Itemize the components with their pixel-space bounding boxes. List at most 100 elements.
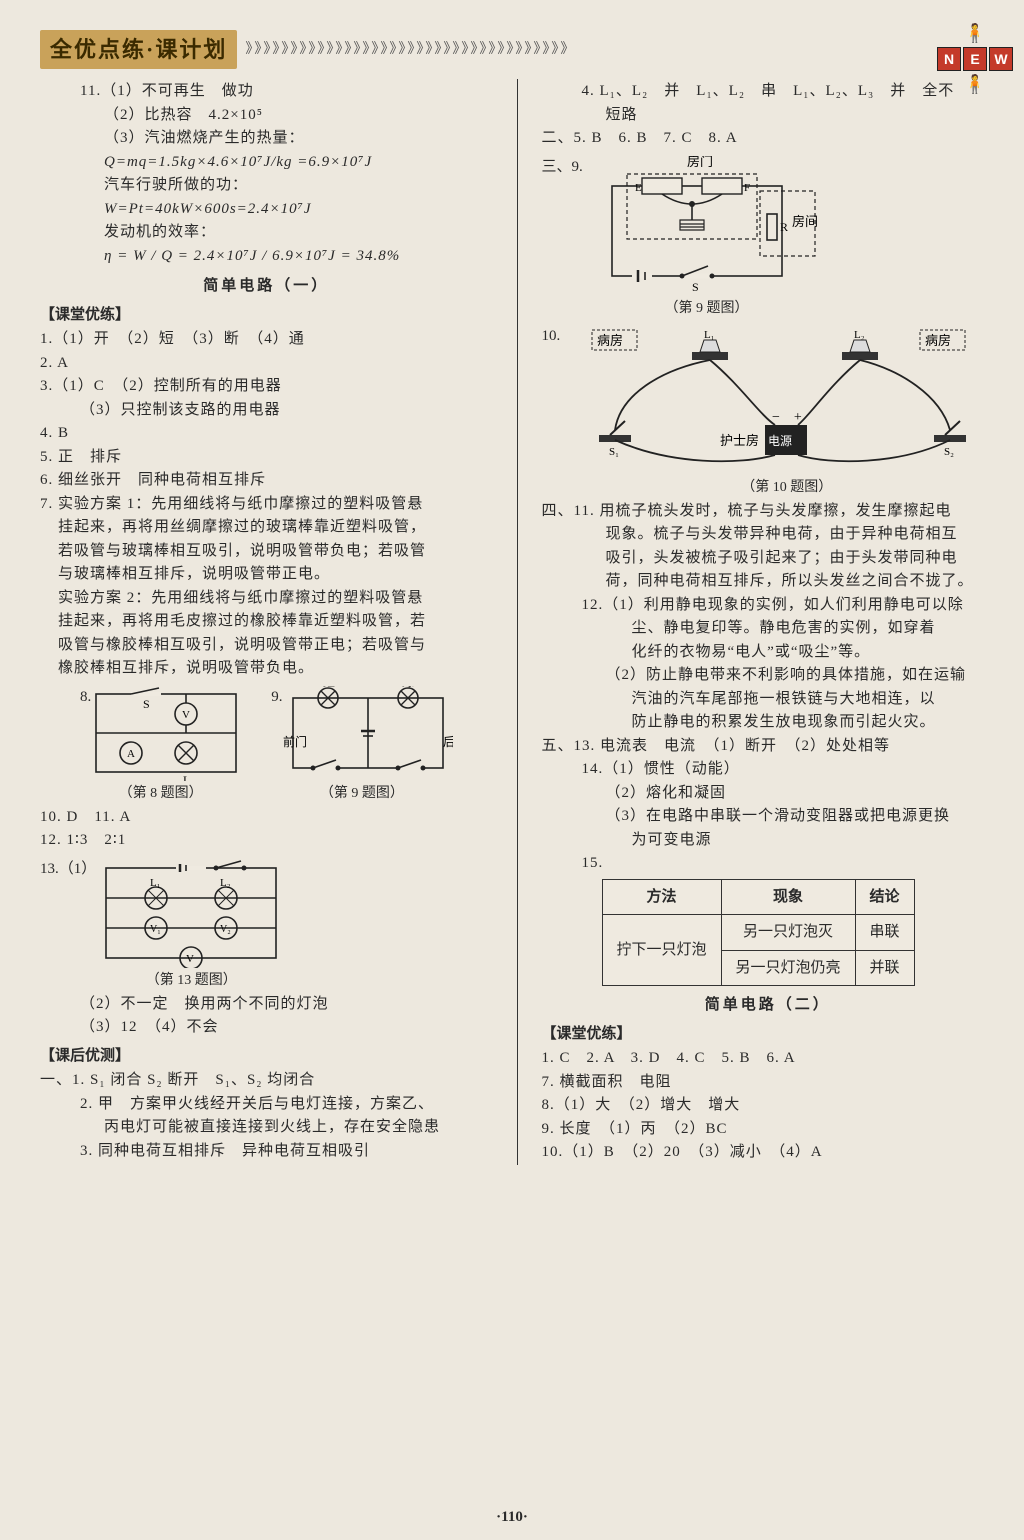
text: 14.（1）惯性（动能） (542, 758, 995, 781)
svg-text:L₁: L₁ (704, 329, 715, 341)
svg-text:F: F (744, 182, 750, 194)
text: 12.（1）利用静电现象的实例，如人们利用静电可以除 (542, 594, 995, 617)
figure-9-right: 三、9. 房门 房间 E F R (542, 156, 995, 319)
text: 挂起来，再将用丝绸摩擦过的玻璃棒靠近塑料吸管， (40, 516, 493, 539)
svg-text:电源: 电源 (768, 434, 792, 448)
page: 🧍 N E W 🧍 全优点练·课计划 》》》》》》》》》》》》》》》》》》》》》… (0, 0, 1024, 1540)
text: 为可变电源 (542, 829, 995, 852)
text: 15. (542, 852, 995, 875)
text: （2）不一定 换用两个不同的灯泡 (40, 993, 493, 1016)
svg-text:V₂: V₂ (220, 924, 231, 935)
table-header: 结论 (855, 879, 914, 915)
table-header: 现象 (721, 879, 855, 915)
new-letter: E (963, 47, 987, 71)
figure-icon: 🧍 (936, 71, 1014, 98)
text: 实验方案 2：先用细线将与纸巾摩擦过的塑料吸管悬 (40, 587, 493, 610)
fig-num: 三、9. (542, 156, 592, 179)
text: （3）在电路中串联一个滑动变阻器或把电源更换 (542, 805, 995, 828)
text: 2. 甲 方案甲火线经开关后与电灯连接，方案乙、 (40, 1093, 493, 1116)
figure-10-right: 10. 病房 病房 L₁ L₂ (542, 325, 995, 498)
text: 与玻璃棒相互排斥，说明吸管带正电。 (40, 563, 493, 586)
figure-caption: （第 9 题图） (271, 783, 452, 804)
table-cell: 拧下一只灯泡 (602, 915, 721, 986)
svg-text:后门: 后门 (443, 734, 453, 749)
text: 11.（1）不可再生 做功 (40, 80, 493, 103)
svg-text:V: V (186, 953, 194, 965)
banner: 全优点练·课计划 》》》》》》》》》》》》》》》》》》》》》》》》》》》》》》》… (40, 30, 994, 69)
text: 3.（1）C （2）控制所有的用电器 (40, 375, 493, 398)
text: （3）12 （4）不会 (40, 1016, 493, 1039)
page-number: ·110· (0, 1506, 1024, 1529)
new-letter: W (989, 47, 1013, 71)
svg-text:红: 红 (323, 686, 335, 689)
text: 吸引，头发被梳子吸引起来了；由于头发带同种电 (542, 547, 995, 570)
text: （3）只控制该支路的用电器 (40, 399, 493, 422)
new-badge: 🧍 N E W 🧍 (936, 20, 1014, 98)
text: （2）防止静电带来不利影响的具体措施，如在运输 (542, 664, 995, 687)
svg-text:病房: 病房 (925, 333, 951, 348)
text: 4. B (40, 422, 493, 445)
text: 橡胶棒相互排斥，说明吸管带负电。 (40, 657, 493, 680)
text: 汽车行驶所做的功： (40, 174, 493, 197)
left-column: 11.（1）不可再生 做功 （2）比热容 4.2×10⁵ （3）汽油燃烧产生的热… (40, 79, 493, 1165)
section-title: 简单电路（二） (542, 994, 995, 1017)
figure-9: 9. 红 绿 (271, 686, 452, 804)
section-title: 简单电路（一） (40, 275, 493, 298)
text: 汽油的汽车尾部拖一根铁链与大地相连，以 (542, 688, 995, 711)
text: （2）比热容 4.2×10⁵ (40, 104, 493, 127)
formula: W=Pt=40kW×600s=2.4×10⁷J (40, 198, 493, 221)
fig-num: 13.（1） (40, 858, 96, 881)
text: 7. 横截面积 电阻 (542, 1071, 995, 1094)
text: 6. 细丝张开 同种电荷相互排斥 (40, 469, 493, 492)
svg-text:L₁: L₁ (150, 877, 161, 889)
svg-text:绿: 绿 (402, 686, 414, 689)
figure-icon: 🧍 (936, 20, 1014, 47)
text: 7. 实验方案 1：先用细线将与纸巾摩擦过的塑料吸管悬 (40, 493, 493, 516)
table-cell: 并联 (855, 950, 914, 986)
text: 尘、静电复印等。静电危害的实例，如穿着 (542, 617, 995, 640)
text: 2. A (40, 352, 493, 375)
text: 10. D 11. A (40, 806, 493, 829)
circuit-diagram-icon: L₁ L₂ V₁ V₂ V (96, 858, 286, 968)
figure-row: 8. S V A (80, 686, 493, 804)
text: 荷，同种电荷相互排斥，所以头发丝之间合不拢了。 (542, 570, 995, 593)
figure-8: 8. S V A (80, 686, 241, 804)
circuit-diagram-icon: 房门 房间 E F R (592, 156, 822, 296)
text: 发动机的效率： (40, 221, 493, 244)
text: 化纤的衣物易“电人”或“吸尘”等。 (542, 641, 995, 664)
figure-caption: （第 13 题图） (96, 970, 286, 991)
text: 五、13. 电流表 电流 （1）断开 （2）处处相等 (542, 735, 995, 758)
svg-text:A: A (127, 748, 135, 760)
table-cell: 另一只灯泡仍亮 (721, 950, 855, 986)
svg-text:房间: 房间 (792, 214, 818, 229)
fig-num: 9. (271, 686, 282, 709)
answer-table: 方法 现象 结论 拧下一只灯泡 另一只灯泡灭 串联 另一只灯泡仍亮 并联 (602, 879, 915, 987)
table-cell: 串联 (855, 915, 914, 951)
svg-text:S: S (143, 697, 150, 711)
text: 四、11. 用梳子梳头发时，梳子与头发摩擦，发生摩擦起电 (542, 500, 995, 523)
text: 9. 长度 （1）丙 （2）BC (542, 1118, 995, 1141)
circuit-diagram-icon: 红 绿 前门 后 (283, 686, 453, 781)
svg-text:V: V (182, 709, 190, 721)
text: 8.（1）大 （2）增大 增大 (542, 1094, 995, 1117)
figure-caption: （第 9 题图） (592, 298, 822, 319)
columns: 11.（1）不可再生 做功 （2）比热容 4.2×10⁵ （3）汽油燃烧产生的热… (40, 79, 994, 1165)
svg-text:E: E (635, 182, 642, 194)
svg-text:病房: 病房 (597, 333, 623, 348)
text: 1. C 2. A 3. D 4. C 5. B 6. A (542, 1047, 995, 1070)
subsection-title: 【课堂优练】 (40, 304, 493, 327)
svg-text:V₁: V₁ (150, 924, 161, 935)
text: 1.（1）开 （2）短 （3）断 （4）通 (40, 328, 493, 351)
text: 5. 正 排斥 (40, 446, 493, 469)
text: 3. 同种电荷互相排斥 异种电荷互相吸引 (40, 1140, 493, 1163)
text: （3）汽油燃烧产生的热量： (40, 127, 493, 150)
text: 防止静电的积累发生放电现象而引起火灾。 (542, 711, 995, 734)
new-letter: N (937, 47, 961, 71)
banner-title: 全优点练·课计划 (40, 30, 237, 69)
fig-num: 8. (80, 686, 91, 709)
subsection-title: 【课堂优练】 (542, 1023, 995, 1046)
figure-caption: （第 10 题图） (580, 477, 995, 498)
svg-text:− +: − + (772, 410, 802, 425)
circuit-diagram-icon: S V A L (91, 686, 241, 781)
text: 现象。梳子与头发带异种电荷，由于异种电荷相互 (542, 523, 995, 546)
